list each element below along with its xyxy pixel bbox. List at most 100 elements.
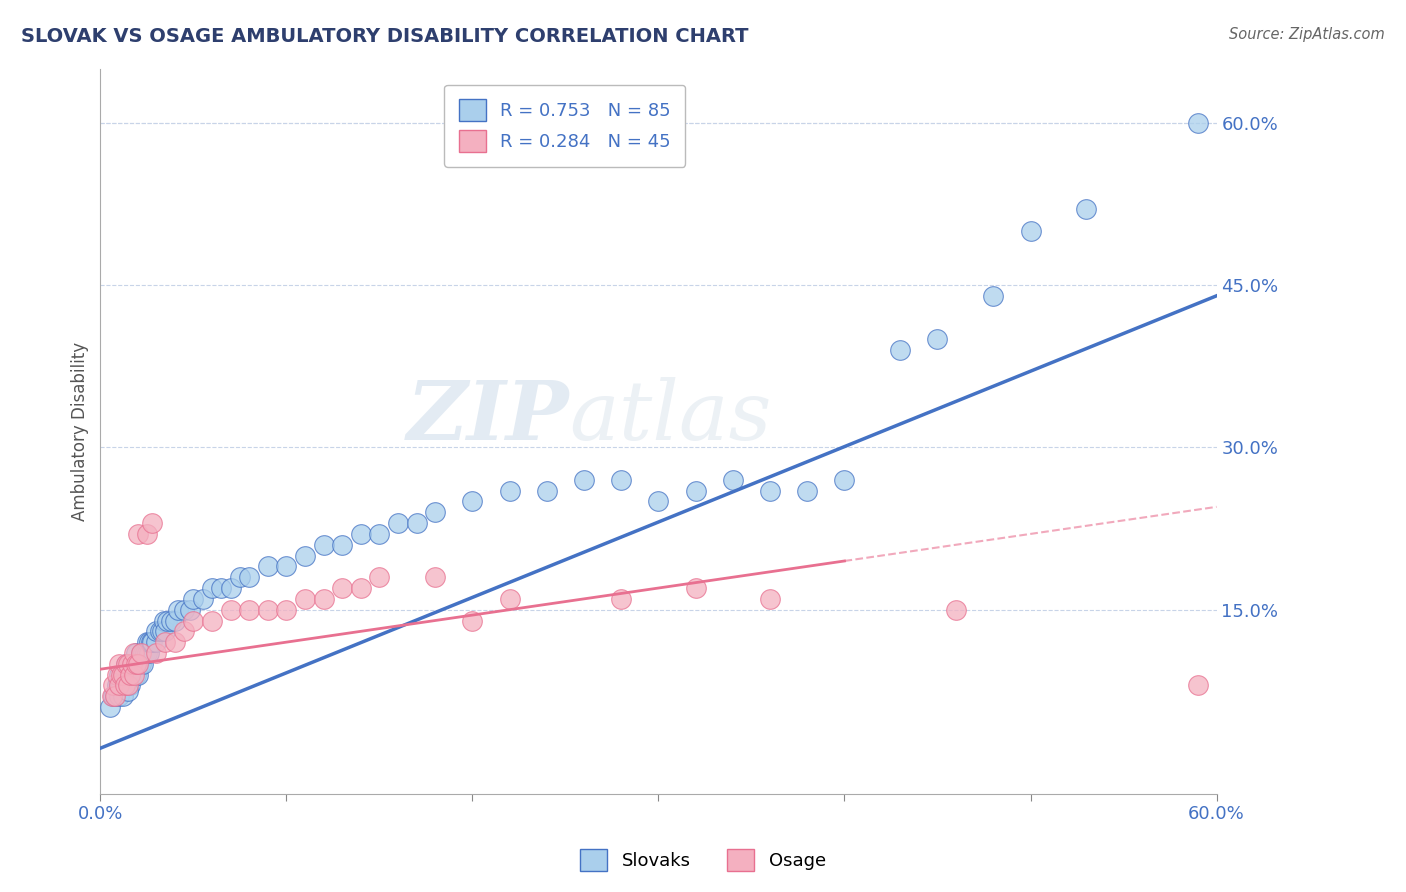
Point <box>405 516 427 530</box>
Point <box>150 624 173 639</box>
Point <box>104 690 127 704</box>
Point <box>100 690 122 704</box>
Point <box>191 591 214 606</box>
Point <box>125 646 148 660</box>
Point <box>1019 224 1042 238</box>
Point <box>98 700 121 714</box>
Point <box>127 657 149 671</box>
Text: ZIP: ZIP <box>406 376 569 457</box>
Point <box>156 614 179 628</box>
Point <box>121 657 143 671</box>
Point <box>927 332 949 346</box>
Point <box>425 570 447 584</box>
Text: atlas: atlas <box>569 376 772 457</box>
Point <box>167 602 190 616</box>
Point <box>117 667 139 681</box>
Point <box>312 591 335 606</box>
Point <box>219 581 242 595</box>
Point <box>1076 202 1098 217</box>
Point <box>721 473 744 487</box>
Point <box>108 678 131 692</box>
Point <box>238 602 260 616</box>
Point <box>256 559 278 574</box>
Point <box>117 684 139 698</box>
Point <box>129 657 152 671</box>
Point <box>135 527 157 541</box>
Point <box>108 678 131 692</box>
Point <box>368 570 391 584</box>
Point <box>179 602 201 616</box>
Point <box>121 667 143 681</box>
Point <box>256 602 278 616</box>
Point <box>111 667 134 681</box>
Point <box>155 624 177 639</box>
Point <box>117 657 139 671</box>
Point <box>132 646 155 660</box>
Point <box>294 591 316 606</box>
Point <box>945 602 967 616</box>
Point <box>115 678 138 692</box>
Point <box>138 646 160 660</box>
Point <box>135 646 157 660</box>
Point <box>163 614 186 628</box>
Point <box>127 667 149 681</box>
Point <box>138 635 160 649</box>
Point <box>108 690 131 704</box>
Point <box>610 473 633 487</box>
Point <box>209 581 232 595</box>
Point <box>127 527 149 541</box>
Point <box>117 678 139 692</box>
Point <box>1187 678 1209 692</box>
Point <box>759 483 782 498</box>
Y-axis label: Ambulatory Disability: Ambulatory Disability <box>72 342 89 521</box>
Point <box>229 570 252 584</box>
Point <box>104 690 127 704</box>
Point <box>498 591 520 606</box>
Point <box>1187 115 1209 129</box>
Point <box>425 505 447 519</box>
Point <box>155 635 177 649</box>
Text: Source: ZipAtlas.com: Source: ZipAtlas.com <box>1229 27 1385 42</box>
Point <box>139 635 162 649</box>
Point <box>115 657 138 671</box>
Point <box>981 289 1004 303</box>
Point <box>201 614 224 628</box>
Point <box>114 678 136 692</box>
Point <box>889 343 911 357</box>
Point <box>103 690 125 704</box>
Point <box>368 527 391 541</box>
Point <box>498 483 520 498</box>
Point <box>125 657 148 671</box>
Point <box>685 581 707 595</box>
Point <box>120 678 142 692</box>
Point <box>610 591 633 606</box>
Point <box>330 581 353 595</box>
Point <box>149 624 172 639</box>
Point <box>129 646 152 660</box>
Point <box>294 549 316 563</box>
Point <box>183 591 205 606</box>
Point <box>110 678 132 692</box>
Point <box>238 570 260 584</box>
Point <box>173 624 195 639</box>
Point <box>110 667 132 681</box>
Point <box>461 494 484 508</box>
Point <box>152 614 174 628</box>
Point <box>117 678 139 692</box>
Text: SLOVAK VS OSAGE AMBULATORY DISABILITY CORRELATION CHART: SLOVAK VS OSAGE AMBULATORY DISABILITY CO… <box>21 27 748 45</box>
Point <box>276 559 298 574</box>
Point <box>128 657 150 671</box>
Point <box>108 657 131 671</box>
Point <box>350 527 373 541</box>
Point <box>276 602 298 616</box>
Point <box>105 678 128 692</box>
Point <box>350 581 373 595</box>
Point <box>141 516 163 530</box>
Point <box>111 690 134 704</box>
Point <box>103 678 125 692</box>
Point <box>145 624 167 639</box>
Point <box>572 473 595 487</box>
Point <box>134 646 156 660</box>
Point <box>132 657 155 671</box>
Point <box>163 635 186 649</box>
